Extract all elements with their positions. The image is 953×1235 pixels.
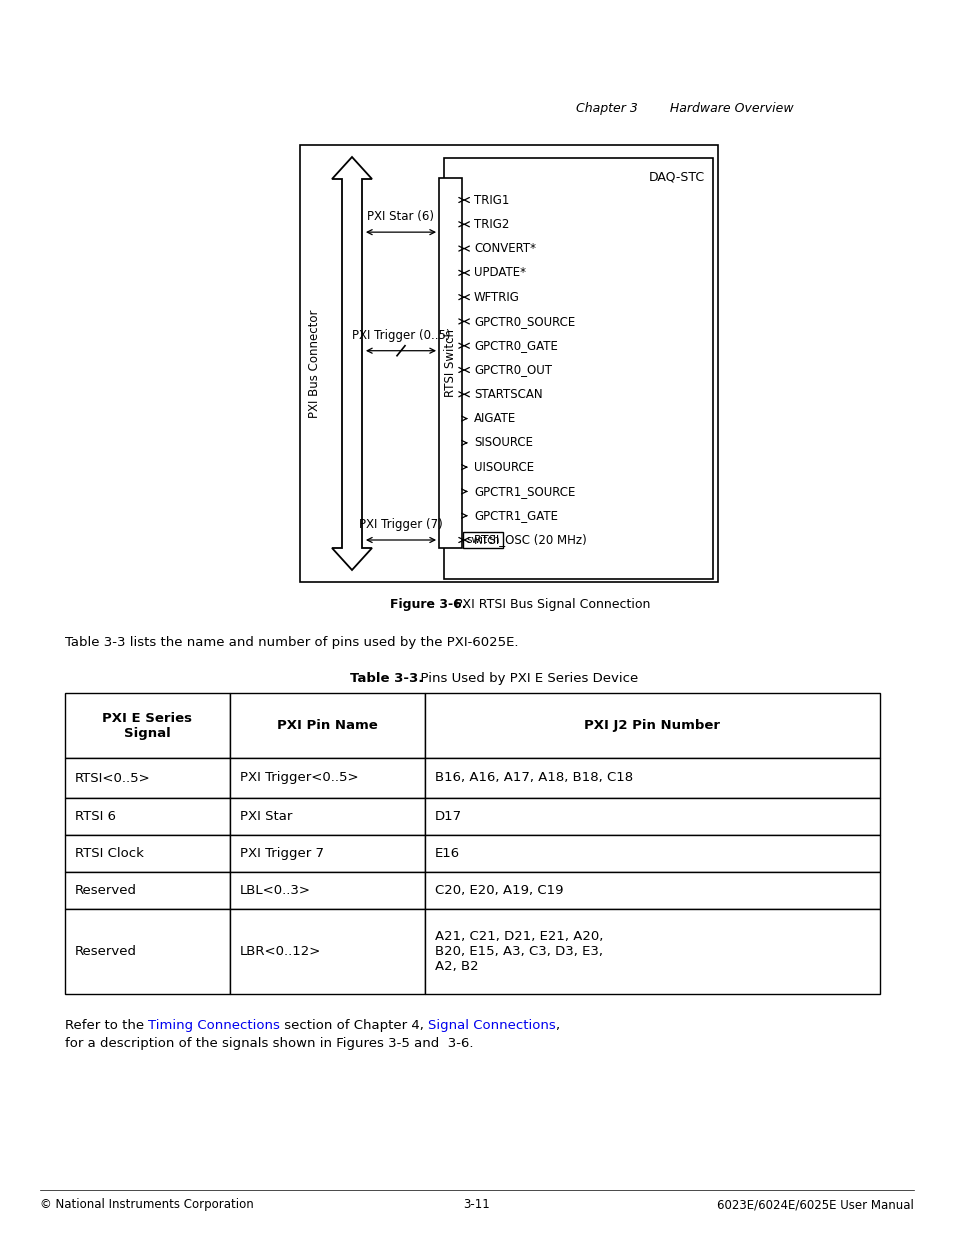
Text: section of Chapter 4,: section of Chapter 4, [280,1019,428,1032]
Text: for a description of the signals shown in Figures 3-5 and  3-6.: for a description of the signals shown i… [65,1037,473,1050]
Text: RTSI<0..5>: RTSI<0..5> [75,772,151,784]
Text: C20, E20, A19, C19: C20, E20, A19, C19 [435,884,563,897]
Bar [230,909,424,994]
Text: PXI Star: PXI Star [240,810,292,823]
Bar [230,872,424,909]
Bar [65,758,230,798]
Text: 6023E/6024E/6025E User Manual: 6023E/6024E/6025E User Manual [717,1198,913,1212]
Bar [65,798,230,835]
Text: LBL<0..3>: LBL<0..3> [240,884,311,897]
Text: PXI Trigger (0..5): PXI Trigger (0..5) [352,329,450,342]
Bar [230,693,424,758]
Text: GPCTR1_GATE: GPCTR1_GATE [474,509,558,522]
Bar [438,178,461,548]
Text: 3-11: 3-11 [463,1198,490,1212]
Bar [299,144,718,582]
Text: WFTRIG: WFTRIG [474,290,519,304]
Bar [230,835,424,872]
Bar [230,758,424,798]
Text: PXI Trigger 7: PXI Trigger 7 [240,847,324,860]
Text: AIGATE: AIGATE [474,412,516,425]
Text: STARTSCAN: STARTSCAN [474,388,542,401]
Text: GPCTR0_SOURCE: GPCTR0_SOURCE [474,315,575,329]
Text: GPCTR1_SOURCE: GPCTR1_SOURCE [474,485,575,498]
Text: PXI Pin Name: PXI Pin Name [276,719,377,732]
Text: Reserved: Reserved [75,884,137,897]
Bar [65,835,230,872]
Polygon shape [332,157,372,571]
Text: GPCTR0_OUT: GPCTR0_OUT [474,363,552,377]
Text: Figure 3-6.: Figure 3-6. [390,598,466,611]
Text: Chapter 3        Hardware Overview: Chapter 3 Hardware Overview [576,103,793,115]
Bar [424,835,879,872]
Bar [65,693,230,758]
Text: Reserved: Reserved [75,945,137,958]
Text: RTSI Switch: RTSI Switch [443,329,456,396]
Text: TRIG1: TRIG1 [474,194,509,206]
Bar [424,693,879,758]
Text: PXI E Series
Signal: PXI E Series Signal [102,711,193,740]
Text: © National Instruments Corporation: © National Instruments Corporation [40,1198,253,1212]
Text: A21, C21, D21, E21, A20,
B20, E15, A3, C3, D3, E3,
A2, B2: A21, C21, D21, E21, A20, B20, E15, A3, C… [435,930,602,973]
Text: RTSI 6: RTSI 6 [75,810,116,823]
Text: SISOURCE: SISOURCE [474,436,533,450]
Text: PXI RTSI Bus Signal Connection: PXI RTSI Bus Signal Connection [447,598,650,611]
Text: GPCTR0_GATE: GPCTR0_GATE [474,340,558,352]
Bar [65,909,230,994]
Text: switch: switch [466,535,499,545]
Text: Timing Connections: Timing Connections [149,1019,280,1032]
Text: DAQ-STC: DAQ-STC [648,170,704,184]
Bar [462,532,502,548]
Text: TRIG2: TRIG2 [474,217,509,231]
Bar [443,158,712,579]
Text: CONVERT*: CONVERT* [474,242,536,256]
Text: PXI Star (6): PXI Star (6) [367,210,434,224]
Bar [424,872,879,909]
Text: Table 3-3 lists the name and number of pins used by the PXI-6025E.: Table 3-3 lists the name and number of p… [65,636,518,650]
Bar [424,798,879,835]
Text: UPDATE*: UPDATE* [474,267,525,279]
Bar [65,872,230,909]
Text: PXI Trigger<0..5>: PXI Trigger<0..5> [240,772,358,784]
Text: PXI J2 Pin Number: PXI J2 Pin Number [584,719,720,732]
Text: UISOURCE: UISOURCE [474,461,534,474]
Bar [424,758,879,798]
Bar [424,909,879,994]
Text: Refer to the: Refer to the [65,1019,149,1032]
Bar [230,798,424,835]
Text: B16, A16, A17, A18, B18, C18: B16, A16, A17, A18, B18, C18 [435,772,633,784]
Text: Signal Connections: Signal Connections [428,1019,556,1032]
Text: E16: E16 [435,847,459,860]
Text: Pins Used by PXI E Series Device: Pins Used by PXI E Series Device [412,672,638,685]
Text: PXI Trigger (7): PXI Trigger (7) [358,517,442,531]
Text: LBR<0..12>: LBR<0..12> [240,945,321,958]
Text: RTSI Clock: RTSI Clock [75,847,144,860]
Text: PXI Bus Connector: PXI Bus Connector [308,309,321,417]
Text: D17: D17 [435,810,461,823]
Text: Table 3-3.: Table 3-3. [350,672,423,685]
Text: ,: , [556,1019,564,1032]
Text: RTSI_OSC (20 MHz): RTSI_OSC (20 MHz) [474,534,586,547]
